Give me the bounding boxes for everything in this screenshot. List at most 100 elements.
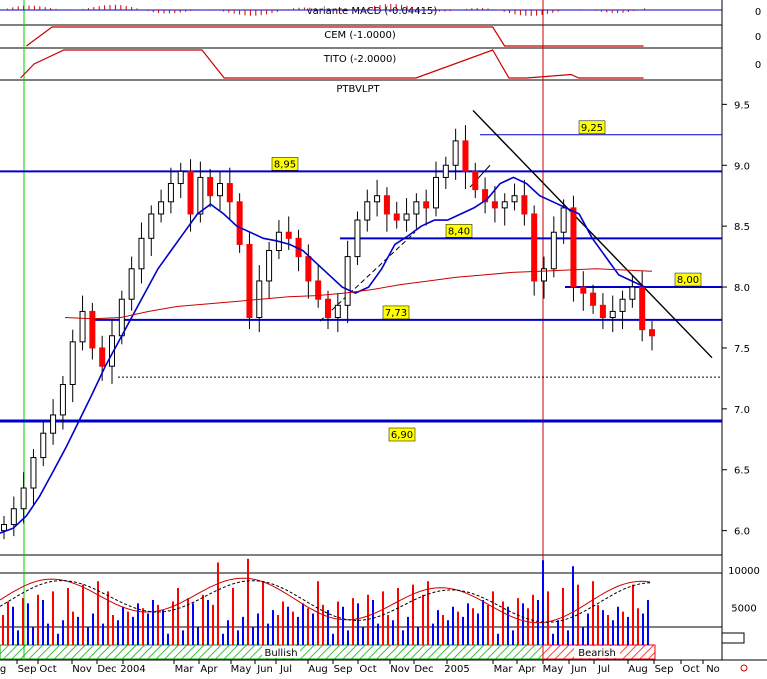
volume-axis-tick-label: 5000 [731,604,756,615]
bullish-label-bg [262,646,300,658]
bearish-label: Bearish [578,648,616,659]
level-label: 6,90 [391,430,413,441]
candle-body [482,189,489,203]
candle-body [334,304,341,319]
candle-body [59,383,66,416]
candle-body [462,140,469,172]
candle-body [20,487,27,510]
candle-body [393,213,400,221]
candle-body [541,268,547,282]
x-axis-tick-label: Sep [18,664,37,675]
uptrend-dashed-line [319,231,416,322]
candle-body [148,213,155,239]
x-axis-tick-label: Oct [682,664,699,675]
level-label: 8,00 [677,275,699,286]
x-axis-tick-label: Jun [570,664,587,675]
candle-body [344,256,351,306]
y-axis-tick-label: 6.5 [734,466,750,477]
price-panel-title: PTBVLPT [336,84,380,95]
candle-body [226,183,233,203]
candle-body [10,508,17,526]
cem-panel-title: CEM (-1.0000) [324,30,396,41]
candle-body [99,347,106,367]
x-axis-tick-label: No [706,664,720,675]
settings-icon[interactable] [740,664,748,672]
level-label: 9,25 [581,123,603,134]
candle-body [403,213,410,221]
x-axis-tick-label: Oct [39,664,56,675]
x-axis-tick-label: Sep [334,664,353,675]
x-axis-tick-label: Jul [597,664,610,675]
y-axis-tick-label: 7.0 [734,405,750,416]
x-axis-tick-label: 2004 [120,664,145,675]
tito-panel-title: TITO (-2.0000) [323,54,397,65]
candle-body [590,292,597,306]
candle-body [472,170,479,191]
candle-body [364,201,371,221]
candle-body [246,243,253,318]
candle-body [30,457,37,489]
y-axis-tick-label: 9.5 [734,100,750,111]
candle-body [315,280,322,300]
candle-body [40,432,47,459]
x-axis-tick-label: Dec [414,664,433,675]
candle-body [285,231,292,239]
short-moving-average-line [0,176,646,534]
candle-body [511,195,518,203]
y-axis-tick-label: 7.5 [734,344,750,355]
candle-body [374,195,381,203]
macd-zero-tick: 0 [755,7,761,18]
level-label-box [388,427,416,442]
y-axis-tick-label: 8.5 [734,222,750,233]
y-axis-tick-label: 6.0 [734,527,750,538]
candle-body [177,170,184,185]
level-label-box [382,305,410,320]
y-axis-tick-label: 8.0 [734,283,750,294]
candle-body [207,176,214,197]
x-axis-tick-label: Dec [97,664,116,675]
candle-body [50,414,57,434]
volume-axis-tick-label: 10000 [728,566,760,577]
candle-body [649,329,655,337]
candle-body [79,310,86,343]
candle-body [1,524,7,532]
y-axis-tick-label: 9.0 [734,161,750,172]
level-label: 8,95 [274,159,296,170]
candle-body [383,195,390,215]
x-axis-tick-label: Nov [390,664,410,675]
candle-body [639,286,646,331]
x-axis-tick-label: Aug [628,664,648,675]
x-axis-tick-label: Sep [655,664,674,675]
candle-body [167,183,174,203]
macd-panel-title: variante MACD (-0.04415) [307,6,438,17]
candle-body [413,201,420,215]
volume-signal-line [0,580,651,623]
candle-body [69,341,76,385]
candle-body [442,164,449,178]
candle-body [128,268,135,300]
x-axis-tick-label: g [0,664,6,675]
scroll-box-icon[interactable] [721,632,745,644]
candle-body [217,183,223,197]
candle-body [138,237,145,270]
x-axis-tick-label: May [231,664,252,675]
tito-line [20,49,644,79]
x-axis-tick-label: Oct [359,664,376,675]
candle-body [560,207,567,233]
level-label: 7,73 [385,308,407,319]
candle-body [550,231,557,270]
candle-body [236,201,243,245]
candle-body [531,213,538,282]
x-axis-tick-label: Jun [256,664,273,675]
candle-body [619,298,626,312]
candle-body [89,310,96,349]
candle-body [609,310,616,318]
candle-body [491,201,498,209]
candle-body [521,195,528,215]
candle-body [580,286,587,294]
candle-body [354,219,361,258]
candle-body [197,176,204,215]
x-axis-tick-label: Jul [279,664,292,675]
